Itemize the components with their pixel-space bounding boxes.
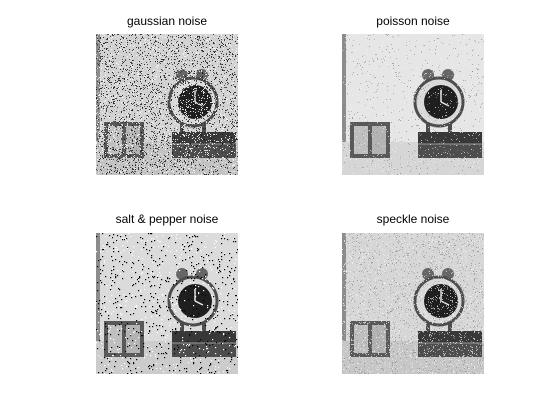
subplot-title: gaussian noise (126, 14, 208, 28)
book-top (172, 331, 236, 343)
frame-photo-right (372, 126, 386, 154)
noisy-image-poisson (342, 34, 484, 175)
subplot-salt-and-pepper-noise: salt & pepper noise (96, 210, 238, 375)
image-edge (96, 34, 100, 175)
clock-leg-left (180, 323, 184, 331)
image-canvas (96, 233, 238, 374)
frame-photo-left (354, 126, 368, 154)
noise-layer (342, 34, 484, 175)
noise-layer (96, 34, 238, 175)
clock-leg-right (202, 323, 206, 331)
alarm-clock (167, 268, 219, 331)
frame-photo-right (372, 325, 386, 353)
noisy-image-salt-and-pepper (96, 233, 238, 374)
subplot-title: speckle noise (376, 212, 450, 226)
clock-hand-hour (194, 300, 204, 306)
noisy-image-gaussian (96, 34, 238, 175)
subplot-poisson-noise: poisson noise (342, 12, 484, 177)
subplot-title: salt & pepper noise (115, 212, 219, 226)
frame-photo-left (108, 325, 122, 353)
image-canvas (342, 233, 484, 374)
image-edge (342, 34, 346, 175)
book-top (418, 132, 482, 144)
noise-layer (96, 233, 238, 374)
image-canvas (342, 34, 484, 175)
subplot-gaussian-noise: gaussian noise (96, 12, 238, 177)
book-bottom (418, 144, 482, 158)
noisy-image-speckle (342, 233, 484, 374)
subplot-title: poisson noise (376, 14, 450, 28)
noise-layer (342, 233, 484, 374)
subplot-speckle-noise: speckle noise (342, 210, 484, 375)
clock-leg-right (448, 124, 452, 132)
clock-hand-hour (440, 101, 450, 107)
image-canvas (96, 34, 238, 175)
books (172, 331, 236, 357)
